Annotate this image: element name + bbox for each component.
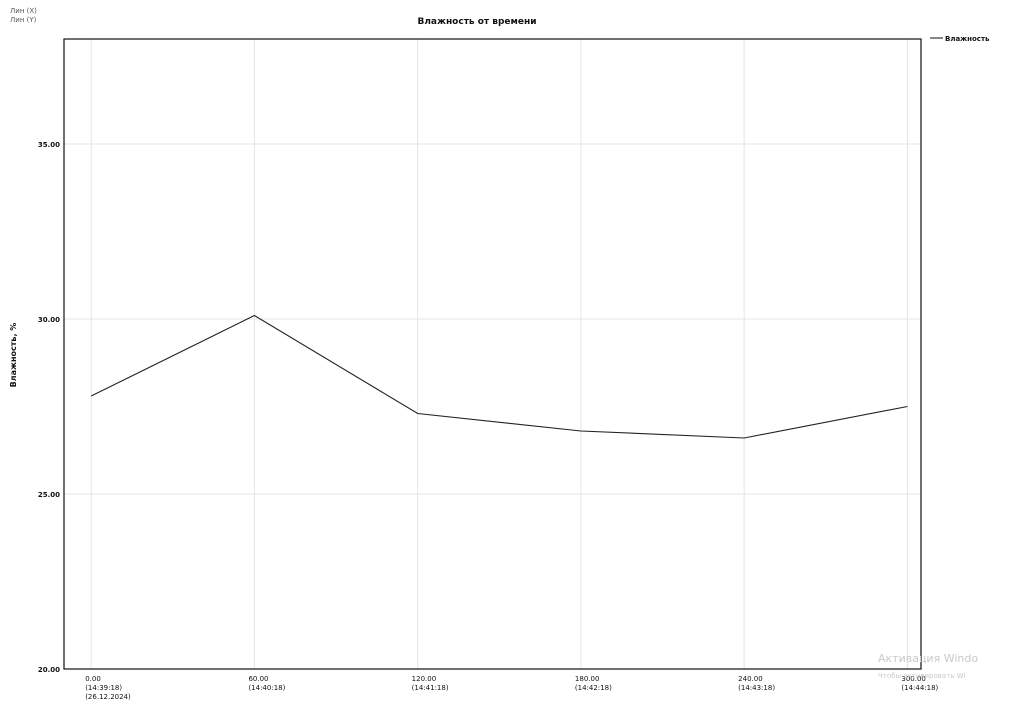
x-tick-label: 60.00 (14:40:18) [248, 675, 285, 692]
watermark-subtitle: Чтобы активировать Wi [878, 672, 966, 680]
x-tick-label: 300.00 (14:44:18) [901, 675, 938, 692]
chart-title: Влажность от времени [417, 17, 536, 27]
y-axis-label: Влажность, % [9, 323, 18, 388]
legend-label: Влажность [945, 35, 990, 43]
y-scale-note: Лин (Y) [10, 16, 37, 24]
legend: Влажность [930, 35, 990, 43]
x-tick-label: 240.00 (14:43:18) [738, 675, 775, 692]
y-axis-ticks: 20.00 25.00 30.00 35.00 [38, 141, 60, 674]
y-tick-label: 25.00 [38, 491, 60, 499]
series-layer [90, 314, 908, 439]
series-line [90, 314, 908, 439]
y-tick-label: 35.00 [38, 141, 60, 149]
watermark-title: Активация Windo [878, 652, 979, 665]
x-axis-ticks: 0.00 (14:39:18) (26.12.2024) 60.00 (14:40:18… [85, 675, 938, 701]
y-tick-label: 30.00 [38, 316, 60, 324]
x-tick-label: 120.00 (14:41:18) [412, 675, 449, 692]
x-tick-label: 0.00 (14:39:18) (26.12.2024) [85, 675, 131, 701]
plot-frame [63, 38, 922, 670]
grid-lines [64, 39, 921, 669]
x-scale-note: Лин (X) [10, 7, 37, 15]
x-tick-label: 180.00 (14:42:18) [575, 675, 612, 692]
y-tick-label: 20.00 [38, 666, 60, 674]
